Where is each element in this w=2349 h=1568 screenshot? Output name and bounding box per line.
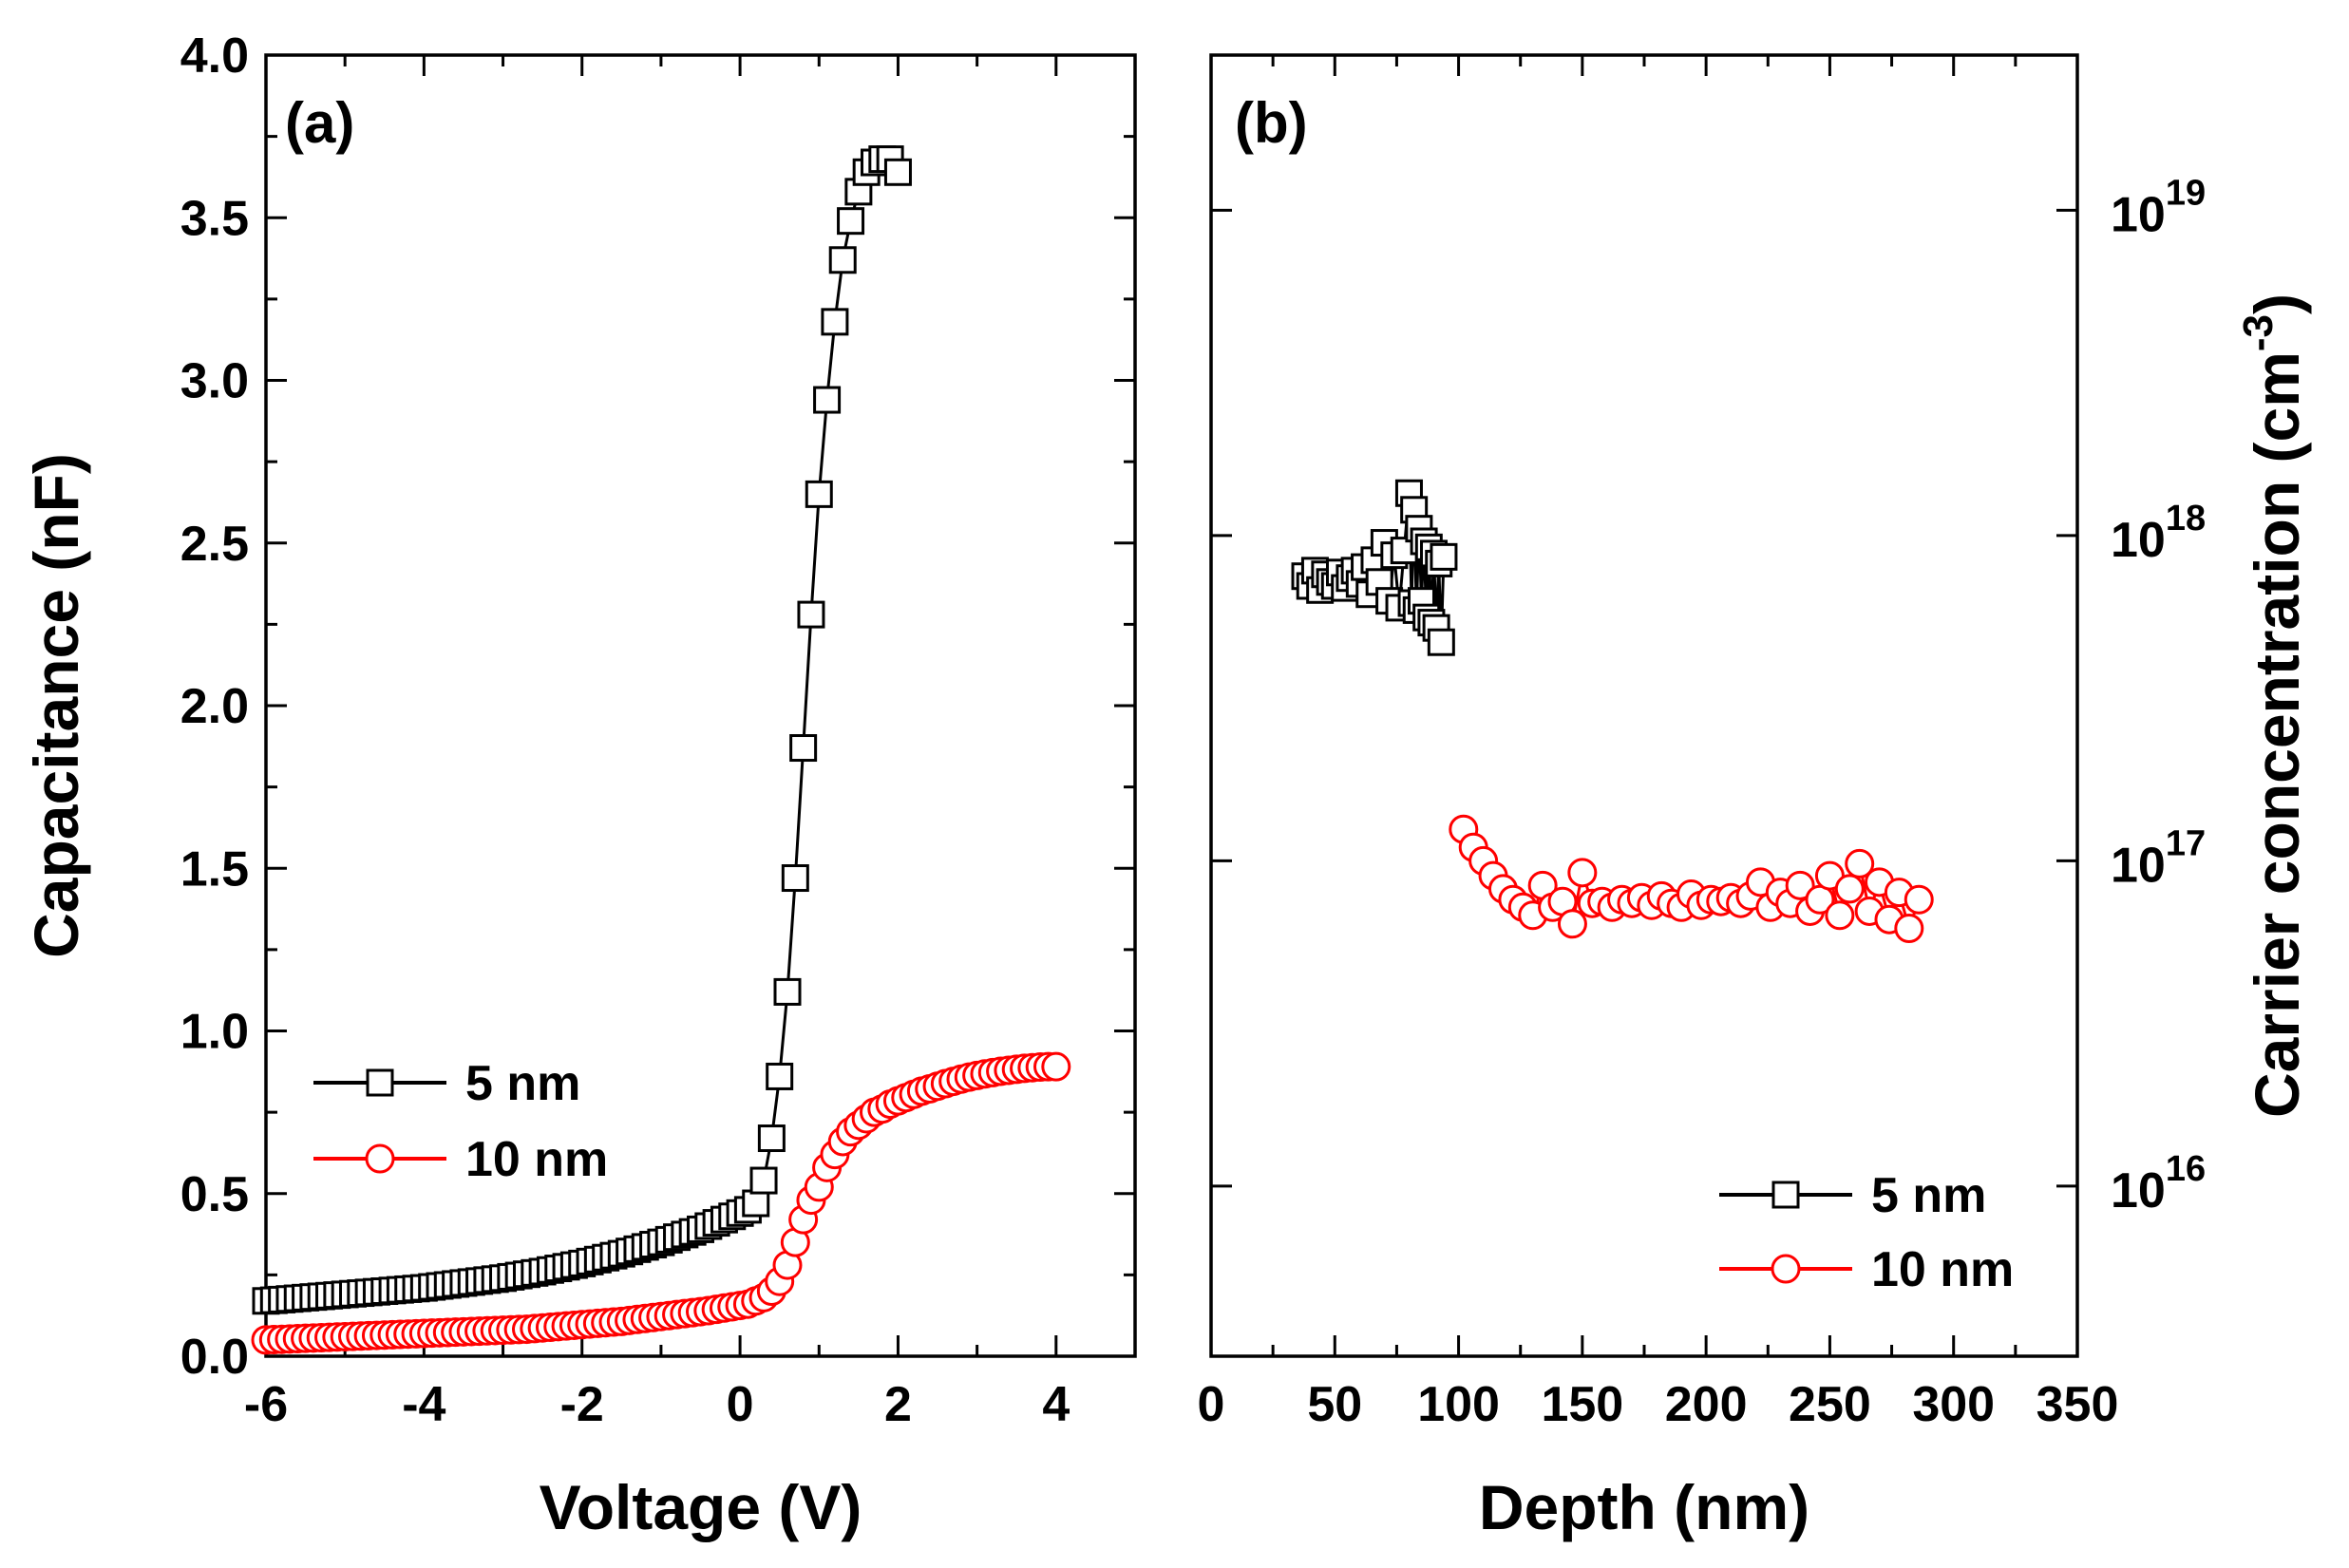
data-point-circle	[1825, 900, 1855, 931]
y-tick-label-a: 0.5	[180, 1167, 249, 1222]
x-tick-label-a: -2	[560, 1377, 604, 1432]
y-tick-label-a: 4.0	[180, 28, 249, 84]
data-point-circle	[1041, 1051, 1071, 1082]
panel-a: -6 -4 -2 0 2 4 0.0 0.5 1.0 1.5 2.0 2.5 3.0 3.5 4.0 Volt…	[21, 28, 1137, 1542]
x-axis-label-a: Voltage (V)	[540, 1472, 862, 1542]
x-tick-label-b: 50	[1307, 1377, 1362, 1432]
data-point-square	[789, 734, 818, 763]
legend-label-b: 10 nm	[1871, 1242, 2014, 1297]
legend-marker-a	[365, 1143, 395, 1174]
data-point-square	[766, 1062, 794, 1090]
legend-label-a: 5 nm	[465, 1056, 580, 1111]
data-point-square	[749, 1166, 778, 1195]
y-tick-label-b: 1019	[2111, 173, 2206, 242]
x-tick-label-b: 150	[1541, 1377, 1623, 1432]
data-point-circle	[1894, 914, 1924, 944]
plot-frame-b	[1209, 53, 2079, 1358]
y-tick-label-a: 2.0	[180, 679, 249, 734]
x-tick-label-a: 2	[884, 1377, 912, 1432]
x-tick-label-a: -6	[244, 1377, 288, 1432]
y-tick-label-a: 1.5	[180, 841, 249, 897]
legend-label-b: 5 nm	[1871, 1168, 1986, 1223]
data-point-square	[742, 1189, 770, 1218]
data-point-circle	[1785, 870, 1815, 900]
panel-label-a: (a)	[285, 91, 354, 155]
legend-marker-b	[1771, 1254, 1801, 1284]
x-tick-label-b: 100	[1417, 1377, 1500, 1432]
legend-label-a: 10 nm	[465, 1132, 608, 1187]
x-tick-label-b: 0	[1198, 1377, 1225, 1432]
data-point-square	[883, 158, 912, 186]
data-point-circle	[1834, 874, 1865, 904]
x-tick-label-a: 4	[1042, 1377, 1070, 1432]
data-point-square	[813, 386, 842, 414]
data-point-square	[1427, 628, 1455, 656]
y-axis-label-b: Carrier concentration (cm-3)	[2235, 293, 2312, 1118]
plot-frame-a	[264, 53, 1137, 1358]
data-point-circle	[1557, 909, 1587, 939]
y-axis-label-a: Capacitance (nF)	[21, 453, 91, 958]
data-point-circle	[1567, 858, 1598, 888]
y-tick-label-a: 0.0	[180, 1330, 249, 1385]
panel-b: 0 50 100 150 200 250 300 350 1016 1017 1018 1019 Car…	[1198, 53, 2312, 1542]
data-point-square	[1430, 542, 1458, 571]
data-point-square	[828, 246, 857, 274]
data-point-square	[821, 308, 849, 336]
data-point-circle	[1904, 884, 1934, 915]
y-tick-label-a: 3.5	[180, 191, 249, 246]
y-tick-label-a: 3.0	[180, 354, 249, 409]
x-tick-label-b: 250	[1789, 1377, 1871, 1432]
data-point-square	[805, 480, 833, 508]
series-line-0-a	[265, 158, 900, 1303]
x-tick-label-a: 0	[727, 1377, 754, 1432]
legend-marker-a	[366, 1068, 394, 1097]
x-tick-label-b: 300	[1912, 1377, 1995, 1432]
data-point-square	[757, 1124, 786, 1153]
data-point-square	[837, 207, 865, 236]
data-point-circle	[1845, 848, 1875, 878]
x-tick-label-a: -4	[402, 1377, 445, 1432]
y-tick-label-b: 1018	[2111, 499, 2206, 568]
legend-marker-b	[1771, 1181, 1800, 1209]
data-point-square	[797, 600, 825, 629]
y-tick-label-b: 1017	[2111, 823, 2206, 893]
y-tick-label-b: 1016	[2111, 1149, 2206, 1219]
x-tick-label-b: 350	[2036, 1377, 2119, 1432]
panel-label-b: (b)	[1235, 91, 1308, 155]
data-point-square	[773, 977, 802, 1006]
y-tick-label-a: 2.5	[180, 517, 249, 572]
x-axis-label-b: Depth (nm)	[1479, 1472, 1809, 1542]
data-point-square	[781, 864, 809, 893]
y-tick-label-a: 1.0	[180, 1005, 249, 1060]
x-tick-label-b: 200	[1665, 1377, 1748, 1432]
